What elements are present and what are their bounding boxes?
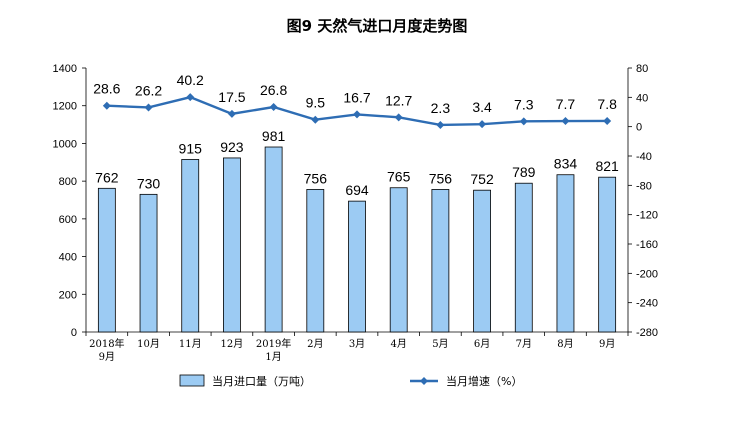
line-value-label: 16.7 [343, 89, 370, 105]
line-point [102, 101, 111, 110]
line-point [144, 103, 153, 112]
right-tick-label: -120 [636, 210, 658, 222]
bar [389, 187, 408, 333]
line-point [478, 120, 487, 129]
right-tick-label: -200 [636, 268, 658, 280]
right-tick-label: -160 [636, 239, 658, 251]
bar [306, 189, 325, 333]
bar-value-label: 915 [179, 140, 203, 156]
left-tick-label: 1400 [53, 63, 77, 75]
x-tick-label: 4月 [391, 338, 407, 350]
right-tick-label: 40 [636, 92, 648, 104]
bar-series: 762 730 915 923 981 756 694 765 756 752 789 834 821 [95, 128, 619, 333]
line-value-label: 7.3 [514, 96, 534, 112]
bar [473, 189, 491, 333]
bar-value-label: 834 [554, 156, 578, 172]
bar-value-label: 981 [262, 128, 286, 144]
right-tick-label: 0 [636, 122, 642, 134]
line-value-label: 2.3 [431, 100, 451, 116]
left-tick-label: 200 [59, 289, 77, 301]
bar-value-label: 762 [95, 169, 119, 185]
bar [556, 174, 575, 333]
x-tick-label: 5月 [432, 338, 448, 350]
right-tick-label: -80 [636, 180, 652, 192]
line-value-label: 40.2 [177, 72, 204, 88]
bar-value-label: 756 [429, 170, 453, 186]
line-value-label: 7.7 [556, 96, 576, 112]
x-tick-label: 11月 [179, 338, 202, 350]
x-tick-label: 7月 [516, 338, 532, 350]
line-point [603, 116, 612, 125]
bar [223, 157, 241, 333]
line-point [311, 115, 320, 124]
line-value-label: 12.7 [385, 92, 412, 108]
line-value-label: 28.6 [93, 81, 120, 97]
bar [348, 200, 366, 333]
bar [181, 159, 200, 333]
line-value-label: 3.4 [472, 99, 492, 115]
line-value-label: 26.2 [135, 82, 162, 98]
right-tick-label: -240 [636, 298, 658, 310]
line-point [394, 113, 403, 122]
right-tick-label: -280 [636, 327, 658, 339]
x-tick-label: 9月 [599, 338, 615, 350]
line-value-label: 7.8 [597, 96, 617, 112]
line-point [436, 120, 445, 129]
bar-value-label: 730 [137, 175, 161, 191]
line-point [186, 93, 195, 102]
line-value-label: 17.5 [218, 89, 245, 105]
bar-value-label: 756 [304, 170, 328, 186]
legend-line-marker [420, 377, 428, 385]
x-tick-label: 6月 [474, 338, 490, 350]
chart-title: 图9 天然气进口月度走势图 [287, 17, 468, 35]
bar [139, 193, 158, 333]
bar [264, 146, 283, 333]
bar [431, 189, 450, 333]
right-tick-label: -40 [636, 151, 652, 163]
left-tick-label: 1200 [53, 101, 77, 113]
bar [514, 182, 533, 333]
bar-value-label: 765 [387, 169, 411, 185]
legend-bar-swatch [179, 374, 205, 387]
left-tick-label: 600 [59, 214, 77, 226]
bar-value-label: 821 [595, 158, 619, 174]
x-tick-label: 10月 [137, 338, 160, 350]
legend-bar-label: 当月进口量（万吨） [212, 374, 311, 388]
bar [97, 187, 116, 333]
x-tick-label: 2018年 9月 [89, 337, 124, 363]
bar-value-label: 752 [470, 171, 494, 187]
bar-value-label: 789 [512, 164, 536, 180]
right-tick-label: 80 [636, 63, 648, 75]
x-tick-label: 8月 [557, 338, 573, 350]
x-tick-label: 2月 [307, 338, 323, 350]
bar [598, 176, 617, 333]
line-value-label: 9.5 [306, 95, 326, 111]
legend-line-label: 当月增速（%） [446, 374, 522, 388]
axes: 0200400600800100012001400-280-240-200-16… [53, 63, 659, 363]
line-point [561, 117, 570, 126]
line-series: 28.6 26.2 40.2 17.5 26.8 9.5 16.7 12.7 2.3 3.4 7.3… [93, 72, 617, 129]
x-tick-label: 2019年 1月 [256, 337, 291, 363]
line-point [269, 103, 278, 112]
line-point [519, 117, 528, 126]
left-tick-label: 400 [59, 252, 77, 264]
legend: 当月进口量（万吨） 当月增速（%） [179, 374, 522, 388]
x-tick-label: 12月 [221, 338, 244, 350]
bar-value-label: 694 [345, 182, 369, 198]
left-tick-label: 0 [71, 327, 77, 339]
x-tick-label: 3月 [349, 338, 365, 350]
left-tick-label: 800 [59, 176, 77, 188]
bar-value-label: 923 [220, 139, 244, 155]
line-value-label: 26.8 [260, 82, 287, 98]
left-tick-label: 1000 [53, 138, 77, 150]
line-point [227, 109, 236, 118]
line-point [353, 110, 361, 119]
